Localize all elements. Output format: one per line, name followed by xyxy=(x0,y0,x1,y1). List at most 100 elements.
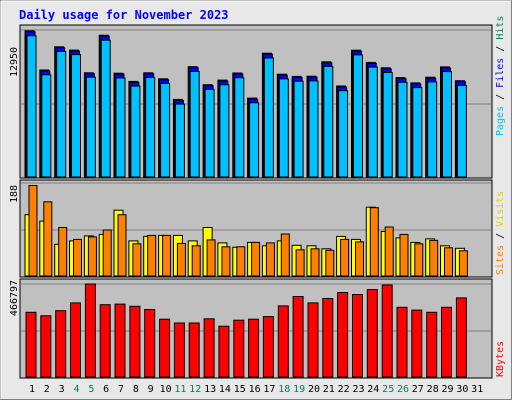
x-tick-label: 23 xyxy=(352,384,364,395)
x-tick-label: 16 xyxy=(249,384,261,395)
sites-bar xyxy=(102,229,112,277)
sites-bar xyxy=(458,250,468,277)
x-tick-label: 17 xyxy=(263,384,275,395)
sites-bar xyxy=(87,236,97,277)
sites-bar xyxy=(132,243,142,277)
kbytes-legend: KBytes xyxy=(495,341,506,377)
pages-bar xyxy=(115,77,126,178)
sites-bar xyxy=(280,233,290,277)
x-tick-label: 13 xyxy=(204,384,216,395)
sites-bar xyxy=(162,234,172,277)
sites-bar xyxy=(399,233,409,277)
pages-bar xyxy=(249,102,260,178)
x-tick-label: 5 xyxy=(88,384,94,395)
kbytes-bar xyxy=(426,311,438,378)
legend-sites: Sites xyxy=(495,245,506,275)
visitors-legend: Sites / Visits xyxy=(495,191,506,275)
x-tick-label: 30 xyxy=(456,384,468,395)
x-tick-label: 2 xyxy=(44,384,50,395)
x-tick-label: 4 xyxy=(73,384,79,395)
pages-bar xyxy=(219,84,230,178)
sites-bar xyxy=(236,246,246,277)
x-tick-label: 21 xyxy=(323,384,335,395)
pages-bar xyxy=(56,51,67,178)
x-tick-label: 26 xyxy=(397,384,409,395)
sites-bar xyxy=(295,249,305,277)
kbytes-bar xyxy=(218,325,230,378)
kbytes-bar xyxy=(114,303,126,378)
pages-bar xyxy=(174,103,185,178)
sites-bar xyxy=(176,242,186,277)
kbytes-bar xyxy=(307,302,319,378)
sites-bar xyxy=(221,246,231,277)
x-tick-label: 19 xyxy=(293,384,305,395)
kbytes-bar xyxy=(337,292,349,378)
kbytes-bar xyxy=(455,297,467,378)
kbytes-bar xyxy=(203,318,215,378)
requests-legend: Pages / Files / Hits xyxy=(495,16,506,136)
sites-bar xyxy=(429,239,439,277)
pages-bar xyxy=(26,35,37,178)
x-tick-label: 14 xyxy=(219,384,231,395)
legend-pages: Pages xyxy=(495,106,506,136)
pages-bar xyxy=(234,77,245,178)
x-tick-label: 6 xyxy=(103,384,109,395)
bars xyxy=(24,30,468,378)
kbytes-bar xyxy=(25,311,37,378)
sites-bar xyxy=(58,227,68,277)
kbytes-bar xyxy=(396,306,408,378)
chart-title: Daily usage for November 2023 xyxy=(19,8,229,22)
x-tick-label: 11 xyxy=(174,384,186,395)
x-axis-ticks: 1 2 3 4 5 6 7 8 9 10 11 12 13 14 15 16 17 18 19 20 21 22 23 24 2… xyxy=(29,384,483,395)
pages-bar xyxy=(442,71,452,178)
pages-bar xyxy=(189,71,200,178)
pages-bar xyxy=(338,90,349,178)
kbytes-y-tick: 466797 xyxy=(9,280,20,316)
sites-bar xyxy=(147,234,157,277)
sites-bar xyxy=(191,245,201,277)
kbytes-bar xyxy=(233,319,245,378)
kbytes-bar xyxy=(84,283,96,378)
sites-bar xyxy=(444,247,453,277)
kbytes-bar xyxy=(173,322,185,378)
sites-bar xyxy=(206,239,216,277)
x-tick-label: 9 xyxy=(148,384,154,395)
x-tick-label: 29 xyxy=(441,384,453,395)
x-tick-label: 28 xyxy=(427,384,439,395)
pages-bar xyxy=(427,81,438,178)
pages-bar xyxy=(456,85,467,178)
sites-bar xyxy=(117,214,127,277)
kbytes-bar xyxy=(144,309,156,378)
pages-bar xyxy=(85,76,96,178)
pages-bar xyxy=(412,87,423,178)
kbytes-bar xyxy=(381,284,393,378)
kbytes-bar xyxy=(352,294,363,378)
sites-bar xyxy=(310,248,320,277)
x-tick-label: 8 xyxy=(133,384,139,395)
legend-hits: Hits xyxy=(495,16,506,40)
x-tick-label: 25 xyxy=(382,384,394,395)
x-tick-label: 20 xyxy=(308,384,320,395)
kbytes-bar xyxy=(322,298,334,378)
pages-bar xyxy=(353,54,363,178)
sites-bar xyxy=(369,207,379,277)
x-tick-label: 22 xyxy=(338,384,350,395)
kbytes-bar xyxy=(441,306,452,378)
sites-bar xyxy=(28,185,38,277)
legend-files: Files xyxy=(495,58,506,88)
kbytes-bar xyxy=(262,316,274,378)
pages-bar xyxy=(323,66,334,178)
pages-bar xyxy=(41,74,52,178)
x-tick-label: 18 xyxy=(278,384,290,395)
legend-visits: Visits xyxy=(495,191,506,227)
kbytes-bar xyxy=(70,302,81,378)
sites-bar xyxy=(414,243,424,277)
kbytes-bar xyxy=(188,322,200,378)
kbytes-bar xyxy=(129,305,141,378)
x-tick-label: 12 xyxy=(189,384,201,395)
pages-bar xyxy=(293,80,304,178)
sites-bar xyxy=(43,201,53,277)
pages-bar xyxy=(130,85,141,178)
